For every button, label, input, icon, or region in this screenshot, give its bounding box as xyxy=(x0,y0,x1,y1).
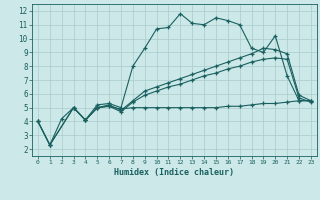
X-axis label: Humidex (Indice chaleur): Humidex (Indice chaleur) xyxy=(115,168,234,177)
